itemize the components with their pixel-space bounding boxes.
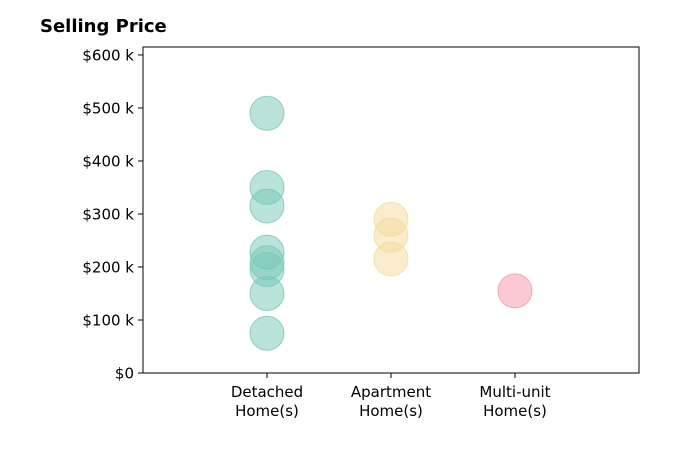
data-point [373,241,409,277]
y-axis: $0 $100 k $200 k $300 k $400 k $500 k $600 k [82,46,143,383]
y-tick-label: $200 k [82,258,134,276]
y-tick-label: $100 k [82,311,134,329]
data-point [249,315,285,351]
y-tick-label: $0 [115,365,134,383]
x-tick-label: Detached Home(s) [231,383,303,420]
x-tick-label: Multi-unit Home(s) [479,383,550,420]
x-tick-label: Apartment Home(s) [351,383,431,420]
y-tick-label: $300 k [82,205,134,223]
data-point [249,188,285,224]
x-axis: Detached Home(s) Apartment Home(s) Multi-uni… [231,373,551,420]
data-point [497,273,533,309]
y-tick-label: $600 k [82,46,134,64]
y-tick-label: $500 k [82,99,134,117]
data-point [249,95,285,131]
y-tick-label: $400 k [82,152,134,170]
data-points [249,95,533,351]
data-point [249,275,285,311]
chart-title: Selling Price [40,16,167,37]
